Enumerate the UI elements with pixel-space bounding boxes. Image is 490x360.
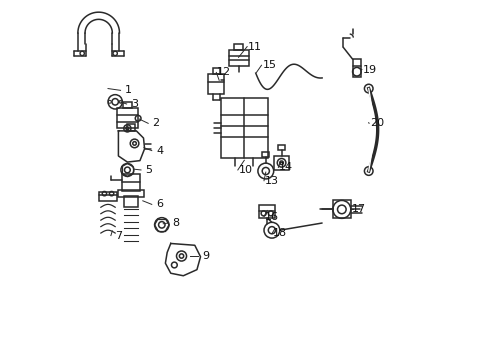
Text: 6: 6 [156,199,163,210]
Text: 20: 20 [370,118,384,128]
Bar [333,201,351,219]
Text: 10: 10 [239,165,253,175]
Text: 16: 16 [265,212,279,221]
Bar [123,102,132,108]
Text: 1: 1 [125,85,132,95]
Bar [213,68,220,74]
Bar [221,98,268,158]
Bar [124,196,138,207]
Bar [208,74,224,94]
Text: 17: 17 [352,204,366,215]
Bar [353,59,361,77]
Text: 15: 15 [262,60,276,70]
Text: 11: 11 [248,42,262,51]
Bar [278,145,285,150]
Text: 14: 14 [279,162,294,172]
Bar [117,108,138,129]
Text: 19: 19 [363,64,377,75]
Text: 12: 12 [217,67,231,77]
Bar [262,152,270,157]
Text: 5: 5 [146,165,152,175]
Text: 9: 9 [203,251,210,261]
Text: 7: 7 [115,231,122,240]
Bar [127,125,135,131]
Bar [274,156,289,170]
Bar [259,205,275,218]
Bar [234,44,243,50]
Text: 4: 4 [156,145,163,156]
Bar [119,190,144,197]
Bar [122,174,140,191]
Bar [228,50,248,66]
Bar [99,192,117,201]
Text: 18: 18 [273,228,287,238]
Text: 2: 2 [152,118,160,128]
Text: 3: 3 [131,99,138,109]
Text: 13: 13 [265,176,279,186]
Text: 8: 8 [172,218,180,228]
